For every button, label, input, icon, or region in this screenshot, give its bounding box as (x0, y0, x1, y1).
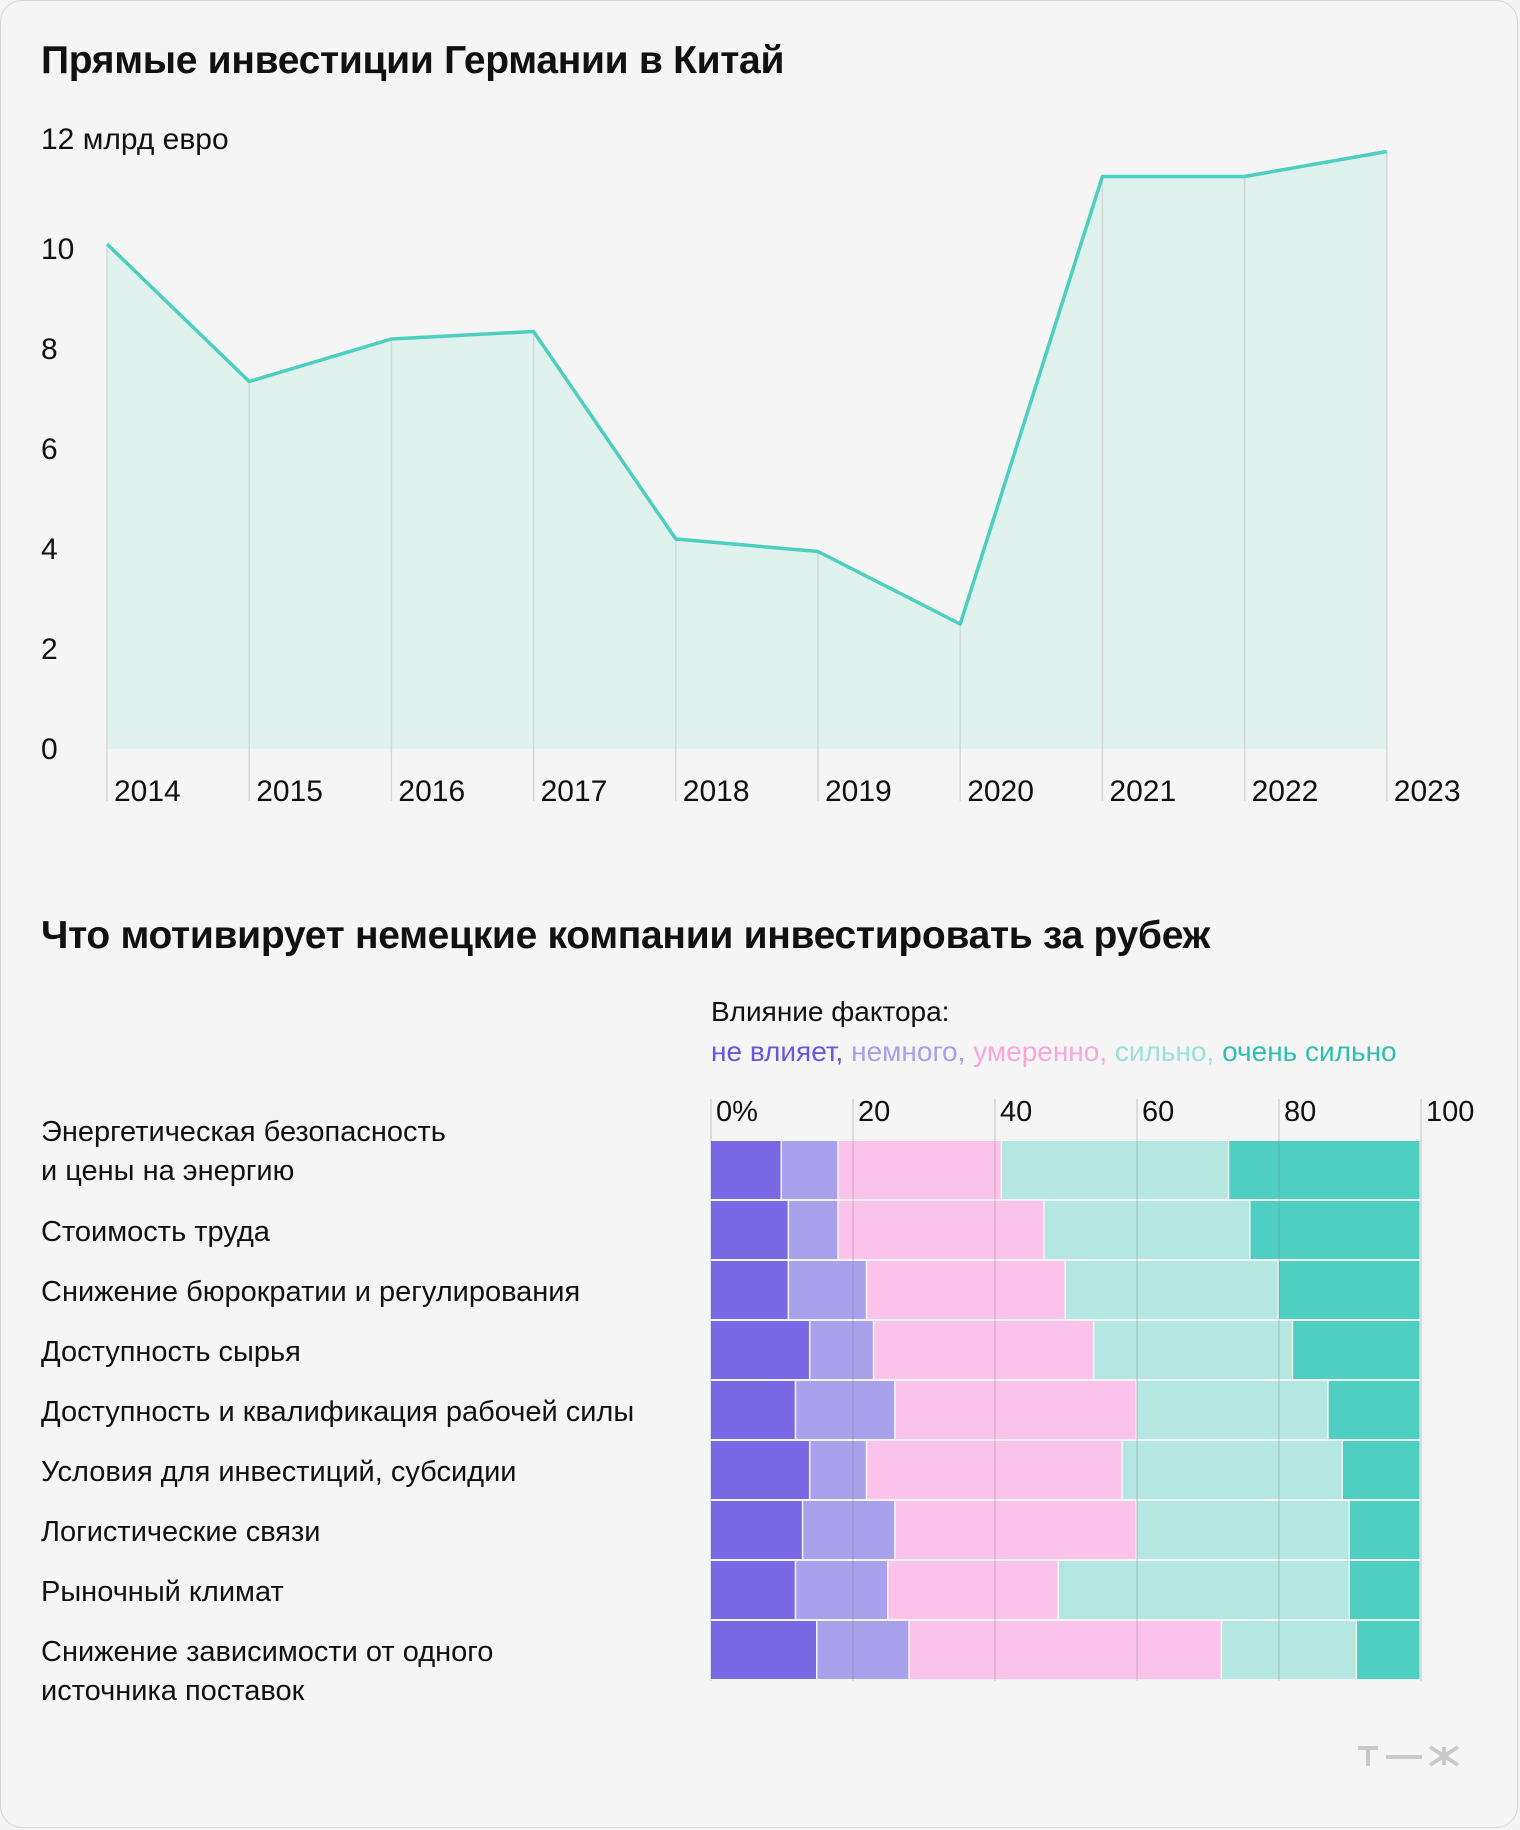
bar-segment (1094, 1321, 1292, 1379)
x-tick-label: 2020 (967, 775, 1034, 808)
bar-segment (711, 1381, 795, 1439)
area-fill (107, 151, 1387, 749)
bar-segment (711, 1561, 795, 1619)
bar-segment (1250, 1201, 1420, 1259)
series-line (105, 149, 1388, 626)
bar-segment (711, 1141, 781, 1199)
bar-segment (1279, 1261, 1420, 1319)
x-tick-label: 2015 (256, 775, 323, 808)
factor-label: Доступность сырья (41, 1336, 301, 1368)
bar-segment (895, 1501, 1136, 1559)
bar-segment (867, 1441, 1122, 1499)
legend-item-slight: немного, (851, 1036, 966, 1067)
bar-segment (1350, 1561, 1420, 1619)
bar-segment (711, 1321, 809, 1379)
factor-label: Снижение бюрократии и регулирования (41, 1276, 581, 1308)
factor-label: Рыночный климат (41, 1576, 284, 1608)
y-tick-label: 8 (41, 333, 58, 366)
bar-segment (1137, 1501, 1349, 1559)
bar-segment (711, 1501, 802, 1559)
bar-segment (1350, 1501, 1420, 1559)
x-tick-label: 40 (1000, 1096, 1032, 1128)
bar-segment (1058, 1561, 1349, 1619)
legend-title: Влияние фактора: (711, 996, 950, 1027)
x-tick-label: 2023 (1394, 775, 1461, 808)
x-tick-label: 20 (858, 1096, 890, 1128)
bar-segment (810, 1321, 873, 1379)
bar-segment (711, 1261, 788, 1319)
x-tick-label: 2017 (541, 775, 608, 808)
bar-segment (817, 1621, 909, 1679)
bar-segment (1137, 1381, 1328, 1439)
legend-item-strong: сильно, (1114, 1036, 1215, 1067)
x-tick-label: 2021 (1109, 775, 1176, 808)
bar-segment (895, 1381, 1136, 1439)
x-tick-label: 60 (1142, 1096, 1174, 1128)
bar-segment (1229, 1141, 1420, 1199)
y-tick-label: 0 (41, 733, 58, 766)
bar-segment (782, 1141, 838, 1199)
y-tick-label: 6 (41, 433, 58, 466)
bar-segment (1342, 1441, 1420, 1499)
bar-segment (1293, 1321, 1420, 1379)
y-tick-label: 2 (41, 633, 58, 666)
x-tick-label: 2014 (114, 775, 181, 808)
legend-item-very-strong: очень сильно (1222, 1036, 1397, 1067)
x-tick-label: 80 (1284, 1096, 1316, 1128)
factor-label: Стоимость труда (41, 1216, 270, 1248)
bar-segment (838, 1141, 1001, 1199)
bar-segment (838, 1201, 1044, 1259)
y-tick-label: 4 (41, 533, 58, 566)
bar-segment (1328, 1381, 1420, 1439)
y-axis-unit-label: 12 млрд евро (41, 123, 229, 156)
investments-area-chart: 0 2 4 6 8 10 2014 2015 2016 2017 2018 2019 2020 2021 2… (41, 149, 1461, 808)
factor-label: Доступность и квалификация рабочей силы (41, 1396, 635, 1428)
x-tick-label: 2019 (825, 775, 892, 808)
bar-segment (1222, 1621, 1356, 1679)
x-tick-label: 2022 (1252, 775, 1319, 808)
bar-segment (796, 1561, 887, 1619)
bar-segment (803, 1501, 895, 1559)
legend-item-moderate: умеренно, (973, 1036, 1108, 1067)
bar-segment (796, 1381, 895, 1439)
x-tick-label: 2018 (683, 775, 750, 808)
chart-title-motivation: Что мотивирует немецкие компании инвести… (41, 914, 1210, 957)
legend: не влияет, немного, умеренно, сильно, оч… (711, 1036, 1397, 1068)
bar-segment (874, 1321, 1093, 1379)
x-tick-label: 0% (716, 1096, 758, 1128)
factor-label: Условия для инвестиций, субсидии (41, 1456, 517, 1488)
chart-title-investments: Прямые инвестиции Германии в Китай (41, 39, 785, 82)
bar-segment (1066, 1261, 1278, 1319)
factor-label: Логистические связи (41, 1516, 321, 1548)
tj-logo-icon (1358, 1745, 1460, 1767)
legend-item-none: не влияет, (711, 1036, 844, 1067)
bar-segment (810, 1441, 866, 1499)
factor-label: Энергетическая безопасность и цены на эн… (41, 1116, 446, 1187)
bar-segment (909, 1621, 1221, 1679)
bar-segment (711, 1201, 788, 1259)
bar-segment (888, 1561, 1058, 1619)
bar-segment (1002, 1141, 1228, 1199)
bar-segment (1122, 1441, 1342, 1499)
x-tick-label: 2016 (398, 775, 465, 808)
y-tick-label: 10 (41, 233, 74, 266)
bar-segment (711, 1441, 809, 1499)
bar-segment (1044, 1201, 1250, 1259)
bar-segment (1357, 1621, 1420, 1679)
bar-segment (789, 1201, 838, 1259)
bar-segment (711, 1621, 816, 1679)
bar-segment (789, 1261, 866, 1319)
x-tick-label: 100 (1426, 1096, 1474, 1128)
factor-label: Снижение зависимости от одного источника… (41, 1636, 494, 1707)
bar-segment (867, 1261, 1065, 1319)
